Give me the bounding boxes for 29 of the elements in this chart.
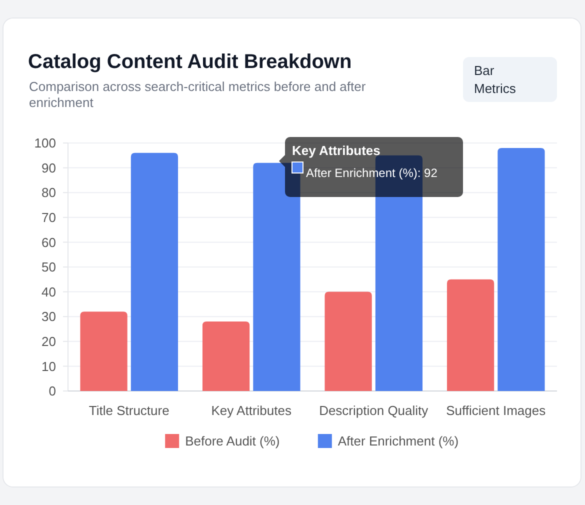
y-tick-label: 10 xyxy=(42,358,56,374)
bar xyxy=(202,322,250,391)
y-tick-label: 0 xyxy=(48,384,56,399)
bar xyxy=(324,292,372,391)
y-tick-label: 30 xyxy=(42,309,56,324)
y-tick-label: 40 xyxy=(42,284,56,300)
annotation: After Enrichment (%): 92 xyxy=(306,166,438,180)
bar xyxy=(253,162,300,391)
y-tick-label: 80 xyxy=(42,185,56,200)
chart-subtitle: Comparison across search-critical metrics before and after enrichment xyxy=(29,79,366,110)
x-tick-label: Description Quality xyxy=(319,403,429,418)
bar xyxy=(498,148,545,391)
x-tick-label: Sufficient Images xyxy=(446,403,546,418)
annotation: Key Attributes xyxy=(292,143,380,158)
y-tick-label: 50 xyxy=(42,260,56,275)
legend-label: After Enrichment (%) xyxy=(338,434,459,449)
legend-label: Before Audit (%) xyxy=(185,434,280,449)
text: Bar Metrics xyxy=(474,63,516,96)
y-tick-label: 60 xyxy=(42,234,56,250)
y-tick-label: 70 xyxy=(42,210,56,225)
bar xyxy=(130,152,178,391)
chart-title: Catalog Content Audit Breakdown xyxy=(28,51,352,73)
y-tick-label: 100 xyxy=(34,136,56,151)
x-tick-label: Title Structure xyxy=(88,403,170,418)
bar xyxy=(80,312,128,391)
y-tick-label: 20 xyxy=(42,334,56,349)
bar xyxy=(446,279,494,391)
x-tick-label: Key Attributes xyxy=(211,403,292,418)
y-tick-label: 90 xyxy=(42,160,56,176)
